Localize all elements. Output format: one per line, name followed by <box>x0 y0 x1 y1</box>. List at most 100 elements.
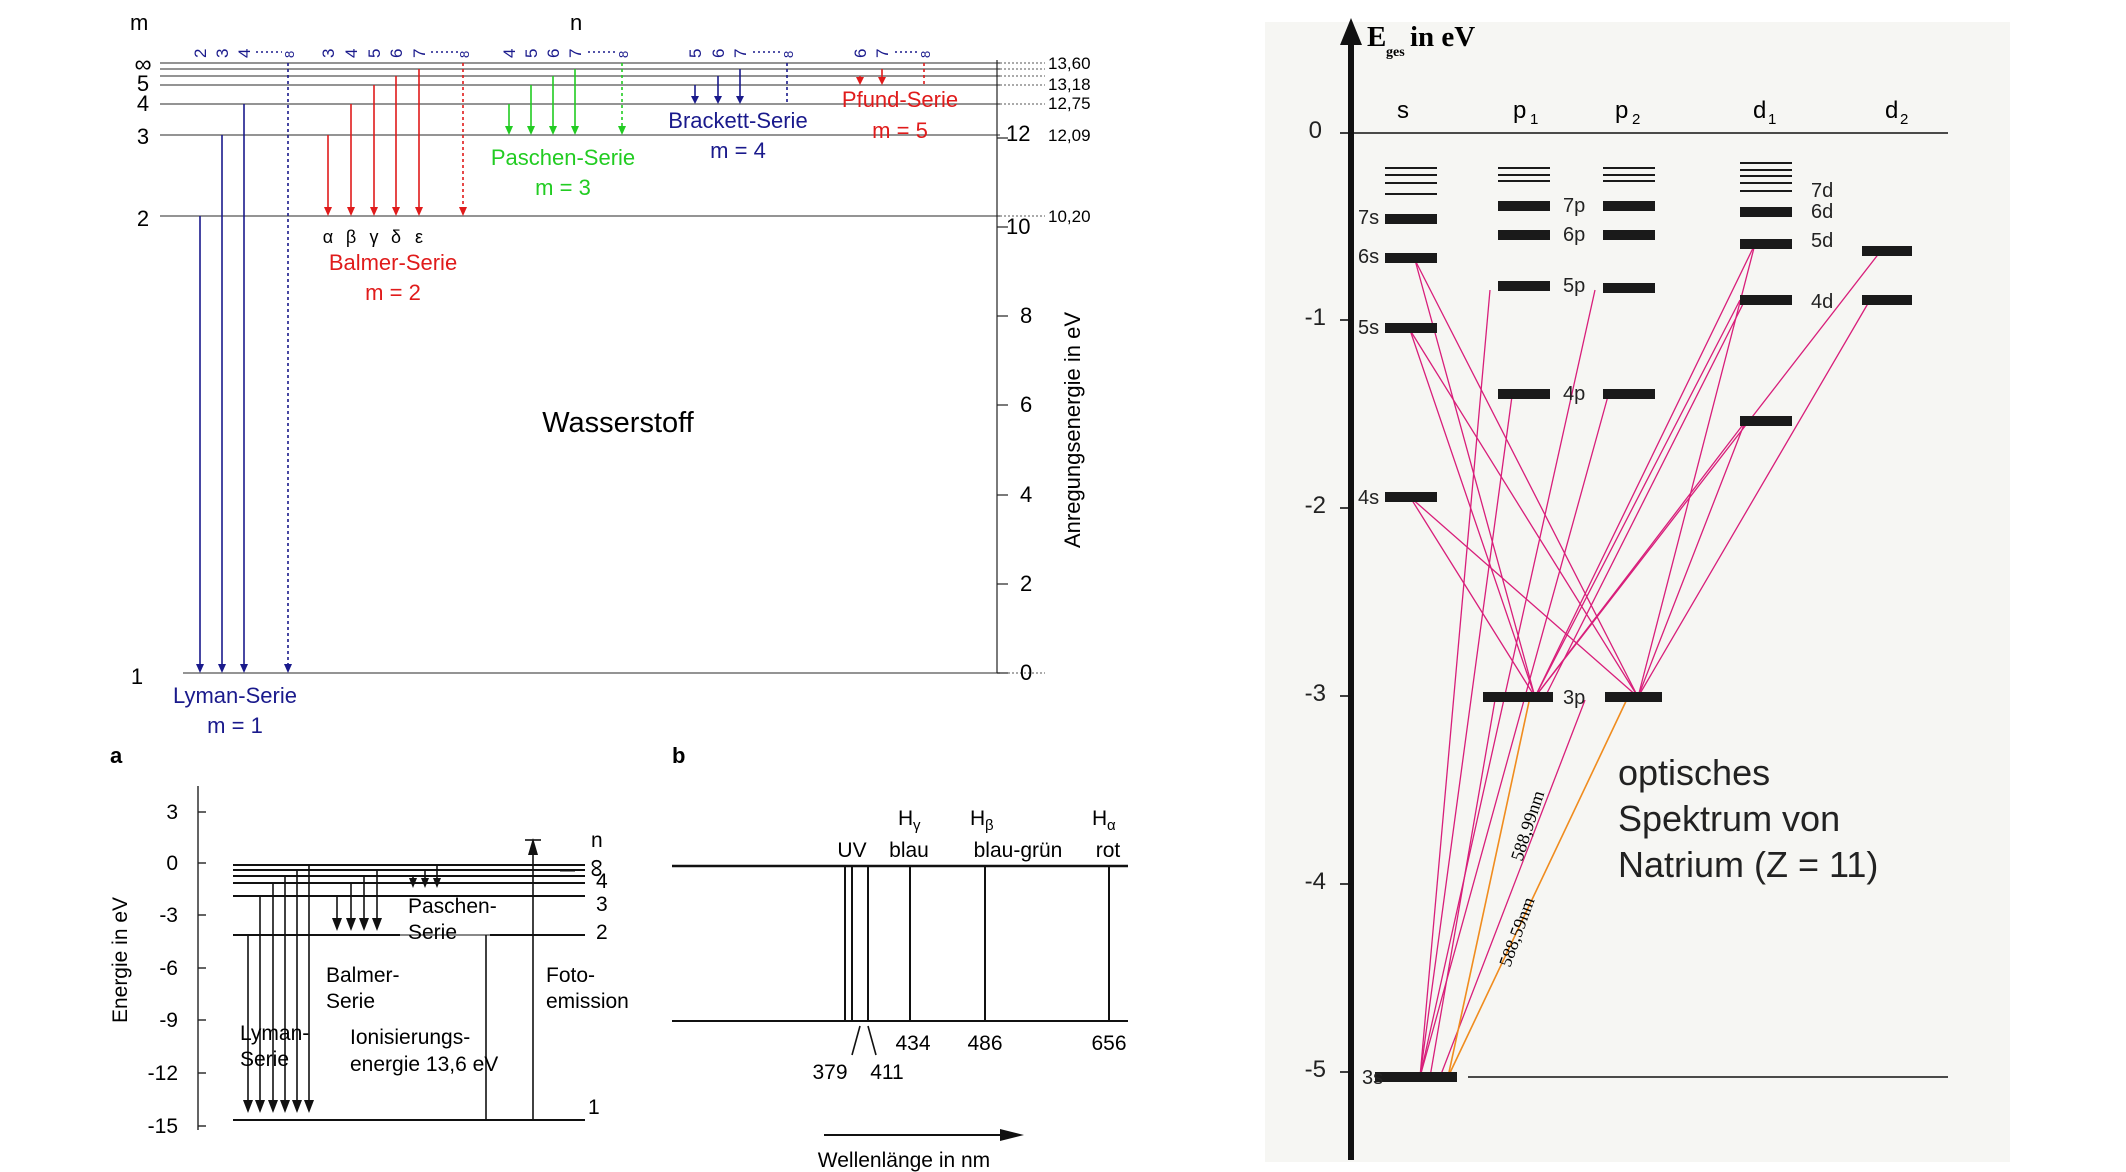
svg-text:-5: -5 <box>1305 1056 1326 1083</box>
level-3s <box>1375 1072 1457 1082</box>
h-gamma-color: blau <box>889 839 929 862</box>
level-6s <box>1385 253 1437 263</box>
pfund-series-m: m = 5 <box>872 118 928 143</box>
balmer-arrows <box>324 63 467 216</box>
col-d2: d <box>1885 97 1898 124</box>
hydrogen-levels <box>160 62 1000 674</box>
col-d1-sub: 1 <box>1768 111 1776 128</box>
n-axis-title: n <box>570 10 582 35</box>
h-beta-H: H <box>970 807 985 830</box>
level-5s <box>1385 323 1437 333</box>
svg-text:-9: -9 <box>159 1009 178 1032</box>
sodium-axis-arrow <box>1340 18 1362 45</box>
balmer-gamma: γ <box>370 227 379 247</box>
sodium-transitions <box>1409 243 1881 1078</box>
panel-a-y-label: Energie in eV <box>109 897 132 1023</box>
svg-text:-15: -15 <box>148 1115 178 1138</box>
label-7p: 7p <box>1563 195 1585 217</box>
panel-a-n-labels: n ∞ 4 3 2 1 <box>583 829 613 1119</box>
svg-text:-12: -12 <box>148 1062 178 1085</box>
label-3s: 3s <box>1362 1067 1383 1089</box>
level-7p1 <box>1498 201 1550 211</box>
label-5s: 5s <box>1358 317 1379 339</box>
svg-text:1: 1 <box>588 1096 600 1119</box>
paschen-n-labels: 4 5 6 7 8 <box>500 49 631 58</box>
ionisation-label-2: energie 13,6 eV <box>350 1053 498 1076</box>
svg-text:-3: -3 <box>159 904 178 927</box>
svg-text:7: 7 <box>731 49 750 58</box>
lyman-n-labels: 2 3 4 8 <box>191 49 297 58</box>
sodium-term-diagram: E ges in eV 0 -1 -2 -3 -4 -5 s p 1 p <box>1265 18 2010 1162</box>
svg-text:7: 7 <box>410 49 429 58</box>
pfund-series-name: Pfund-Serie <box>842 87 958 112</box>
svg-text:6: 6 <box>387 49 406 58</box>
svg-text:2: 2 <box>596 921 608 944</box>
col-s: s <box>1397 97 1409 124</box>
value-12-75: 12,75 <box>1048 94 1091 113</box>
col-p2: p <box>1615 97 1628 124</box>
panel-b: b UV H γ blau H β blau-grün H α rot 434 … <box>672 743 1128 1172</box>
svg-text:0: 0 <box>1309 117 1322 144</box>
m-label-3: 3 <box>137 124 149 149</box>
value-10-20: 10,20 <box>1048 207 1091 226</box>
sodium-axis-title-E: E <box>1367 21 1386 53</box>
h-alpha-sub: α <box>1107 817 1116 834</box>
svg-text:8: 8 <box>918 51 933 58</box>
level-5p1 <box>1498 281 1550 291</box>
m-axis-title: m <box>130 10 148 35</box>
value-434: 434 <box>895 1032 930 1055</box>
anregung-tick-8: 8 <box>1020 303 1032 328</box>
lyman-arrows <box>196 63 292 673</box>
svg-text:6: 6 <box>851 49 870 58</box>
sodium-levels <box>1375 201 1912 1082</box>
level-5p2 <box>1603 283 1655 293</box>
balmer-epsilon: ε <box>415 227 423 247</box>
sodium-title: optisches Spektrum von Natrium (Z = 11) <box>1618 752 1878 885</box>
paschen-series-m: m = 3 <box>535 175 591 200</box>
brackett-arrows <box>691 63 788 104</box>
panel-a: a 3 0 -3 -6 -9 -12 -15 Energie in eV <box>109 743 629 1138</box>
level-5d2 <box>1862 246 1912 256</box>
svg-text:5: 5 <box>365 49 384 58</box>
wavelength-arrow-head <box>1000 1129 1024 1141</box>
panel-a-labels: Lyman- Serie Balmer- Serie Paschen- Seri… <box>240 895 629 1076</box>
h-beta-sub: β <box>985 817 994 834</box>
level-6p1 <box>1498 230 1550 240</box>
level-7p2 <box>1603 201 1655 211</box>
anregung-tick-4: 4 <box>1020 482 1032 507</box>
level-5d1 <box>1740 239 1792 249</box>
m-label-5: 5 <box>137 71 149 96</box>
lyman-series-name: Lyman-Serie <box>173 683 297 708</box>
anregung-tick-10: 10 <box>1006 214 1030 239</box>
svg-text:6: 6 <box>544 49 563 58</box>
panel-a-foto-arrow <box>525 838 541 1120</box>
value-13-18: 13,18 <box>1048 75 1091 94</box>
balmer-beta: β <box>346 227 356 247</box>
h-gamma-sub: γ <box>913 817 921 834</box>
label-6s: 6s <box>1358 246 1379 268</box>
wasserstoff-label: Wasserstoff <box>542 407 694 439</box>
anregung-axis-label: Anregungsenergie in eV <box>1060 312 1085 548</box>
value-411: 411 <box>870 1061 903 1084</box>
label-3p: 3p <box>1563 687 1585 709</box>
brackett-series-m: m = 4 <box>710 138 766 163</box>
sodium-upper-levels <box>1385 162 1792 195</box>
svg-text:3: 3 <box>596 893 608 916</box>
lyman-label-2: Serie <box>240 1048 289 1071</box>
sodium-title-2: Spektrum von <box>1618 798 1840 839</box>
panel-a-lyman-arrows <box>243 865 314 1113</box>
svg-text:6: 6 <box>709 49 728 58</box>
lyman-label-1: Lyman- <box>240 1022 309 1045</box>
level-4f <box>1740 416 1792 426</box>
label-5d: 5d <box>1811 230 1833 252</box>
level-4p1 <box>1498 389 1550 399</box>
anregung-tick-2: 2 <box>1020 571 1032 596</box>
label-4p: 4p <box>1563 383 1585 405</box>
ionisation-label-1: Ionisierungs- <box>350 1026 470 1049</box>
anregung-tick-6: 6 <box>1020 392 1032 417</box>
level-4d1 <box>1740 295 1792 305</box>
panel-a-paschen-arrows <box>409 865 441 888</box>
panel-b-leaders <box>851 1025 877 1056</box>
level-3p2 <box>1605 692 1662 702</box>
